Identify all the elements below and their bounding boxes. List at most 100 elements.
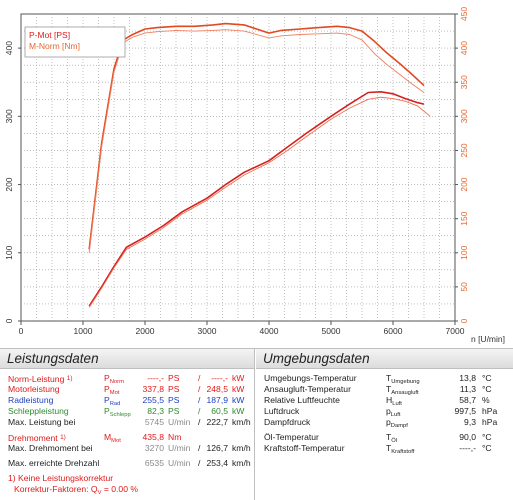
x-axis-label: n [U/min] [471, 334, 505, 344]
series-line-power-thin [88, 96, 431, 308]
max-leistung-rpm: 5745 [144, 417, 164, 427]
radleistung-ps-unit: PS [168, 395, 180, 405]
series-line-power-thick [88, 91, 425, 307]
max-drehzahl-rpm-unit: U/min [168, 458, 191, 468]
umgebung-row: Kraftstoff-Temperatur TKraftstoff ----,- °C [256, 443, 513, 455]
legend-entry: M-Norm [Nm] [29, 41, 80, 51]
max-drehzahl-sep: / [198, 458, 201, 468]
umgebungsdaten-title: Umgebungsdaten [256, 349, 513, 369]
umgebung-row: Dampfdruck pDampf 9,3 hPa [256, 417, 513, 429]
legend-box [24, 26, 126, 58]
umgebung-symbol: pLuft [386, 406, 401, 418]
schleppleistung-ps: 82,3 [147, 406, 164, 416]
max-drehzahl-rpm: 6535 [144, 458, 164, 468]
series-line-torque-thin [88, 29, 425, 253]
umgebung-label: Umgebungs-Temperatur [264, 373, 357, 383]
radleistung-sep: / [198, 395, 201, 405]
max-drehmoment-sep: / [198, 443, 201, 453]
umgebung-label: Kraftstoff-Temperatur [264, 443, 345, 453]
max-drehzahl-speed-unit: km/h [232, 458, 251, 468]
max-drehzahl-label: Max. erreichte Drehzahl [8, 458, 100, 468]
umgebung-value: 997,5 [454, 406, 476, 416]
schleppleistung-row: Schleppleistung PSchlepp 82,3 PS / 60,5 … [0, 406, 254, 418]
max-leistung-speed-unit: km/h [232, 417, 251, 427]
umgebung-symbol: TUmgebung [386, 373, 420, 385]
umgebung-symbol: TKraftstoff [386, 443, 415, 455]
x-tick-label: 2000 [136, 326, 155, 336]
x-tick-label: 5000 [322, 326, 341, 336]
umgebung-row: Luftdruck pLuft 997,5 hPa [256, 406, 513, 418]
max-drehmoment-label: Max. Drehmoment bei [8, 443, 93, 453]
left-tick-label: 0 [4, 318, 14, 323]
max-leistung-sep: / [198, 417, 201, 427]
umgebung-symbol: pDampf [386, 417, 408, 429]
radleistung-label: Radleistung [8, 395, 54, 405]
norm-leistung-sep: / [198, 373, 201, 383]
x-tick-label: 7000 [446, 326, 465, 336]
legend-entry: P-Mot [PS] [29, 30, 70, 40]
norm-leistung-note: 1) [66, 375, 73, 382]
norm-leistung-row: Norm-Leistung 1) PNorm ----,- PS / ----,… [0, 373, 254, 385]
x-tick-label: 3000 [198, 326, 217, 336]
max-drehzahl-row: Max. erreichte Drehzahl 6535 U/min / 253… [0, 458, 254, 469]
umgebung-value: 11,3 [459, 384, 476, 394]
umgebung-symbol: TÖl [386, 432, 398, 444]
umgebung-label: Dampfdruck [264, 417, 311, 427]
radleistung-kw-unit: kW [232, 395, 245, 405]
norm-leistung-kw: ----,- [211, 373, 228, 383]
leistungsdaten-title: Leistungsdaten [0, 349, 254, 369]
x-tick-label: 4000 [260, 326, 279, 336]
leistungsdaten-panel: Leistungsdaten Norm-Leistung 1) PNorm --… [0, 349, 255, 500]
max-drehmoment-speed-unit: km/h [232, 443, 251, 453]
x-tick-label: 0 [19, 326, 24, 336]
max-leistung-rpm-unit: U/min [168, 417, 191, 427]
motorleistung-row: Motorleistung PMot 337,8 PS / 248,5 kW [0, 384, 254, 396]
motorleistung-label: Motorleistung [8, 384, 60, 394]
x-tick-label: 1000 [74, 326, 93, 336]
motorleistung-ps: 337,8 [142, 384, 164, 394]
norm-leistung-kw-unit: kW [232, 373, 245, 383]
umgebung-symbol: TAnsaugluft [386, 384, 419, 396]
umgebung-symbol: HLuft [386, 395, 402, 407]
schleppleistung-kw-unit: kW [232, 406, 245, 416]
umgebung-value: 13,8 [459, 373, 476, 383]
radleistung-symbol: PRad [104, 395, 121, 407]
max-drehmoment-rpm-unit: U/min [168, 443, 191, 453]
left-tick-label: 400 [4, 41, 14, 55]
data-panels: Leistungsdaten Norm-Leistung 1) PNorm --… [0, 348, 513, 500]
max-drehmoment-speed: 126,7 [206, 443, 228, 453]
right-tick-label: 0 [459, 318, 469, 323]
right-tick-label: 100 [459, 245, 469, 259]
drehmoment-symbol: MMot [104, 432, 121, 444]
motorleistung-sep: / [198, 384, 201, 394]
right-tick-label: 350 [459, 75, 469, 89]
drehmoment-value: 435,8 [142, 432, 164, 442]
umgebungsdaten-panel: Umgebungsdaten Umgebungs-Temperatur TUmge… [256, 349, 513, 500]
schleppleistung-symbol: PSchlepp [104, 406, 131, 418]
drehmoment-label: Drehmoment [8, 433, 58, 443]
umgebung-row: Relative Luftfeuchte HLuft 58,7% [256, 395, 513, 407]
umgebung-row: Umgebungs-Temperatur TUmgebung 13,8 °C [256, 373, 513, 385]
drehmoment-row: Drehmoment 1) MMot 435,8 Nm [0, 432, 254, 444]
left-tick-label: 100 [4, 245, 14, 259]
umgebung-unit: °C [482, 432, 492, 442]
motorleistung-kw: 248,5 [206, 384, 228, 394]
left-tick-label: 300 [4, 109, 14, 123]
umgebung-unit: °C [482, 443, 492, 453]
schleppleistung-ps-unit: PS [168, 406, 180, 416]
drehmoment-note: 1) [60, 434, 66, 441]
motorleistung-kw-unit: kW [232, 384, 245, 394]
umgebung-value: ----,- [459, 443, 476, 453]
drehmoment-unit: Nm [168, 432, 182, 442]
umgebung-label: Relative Luftfeuchte [264, 395, 340, 405]
left-tick-label: 200 [4, 177, 14, 191]
radleistung-row: Radleistung PRad 255,5 PS / 187,9 kW [0, 395, 254, 407]
motorleistung-symbol: PMot [104, 384, 120, 396]
umgebung-label: Öl-Temperatur [264, 432, 319, 442]
norm-leistung-ps: ----,- [147, 373, 164, 383]
radleistung-ps: 255,5 [142, 395, 164, 405]
umgebung-row: Ansaugluft-Temperatur TAnsaugluft 11,3 °C [256, 384, 513, 396]
umgebung-label: Luftdruck [264, 406, 300, 416]
umgebung-value: 58,7 [459, 395, 476, 405]
